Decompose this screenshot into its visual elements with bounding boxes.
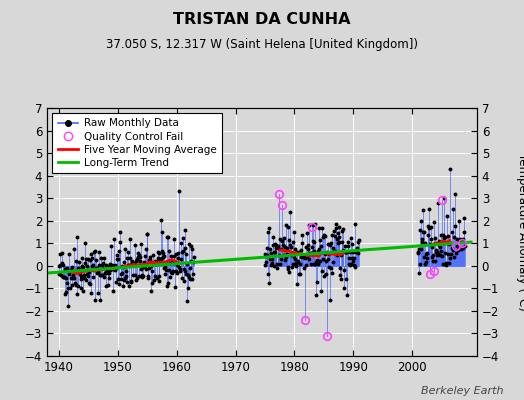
Text: TRISTAN DA CUNHA: TRISTAN DA CUNHA bbox=[173, 12, 351, 27]
Legend: Raw Monthly Data, Quality Control Fail, Five Year Moving Average, Long-Term Tren: Raw Monthly Data, Quality Control Fail, … bbox=[52, 113, 222, 173]
Text: Berkeley Earth: Berkeley Earth bbox=[421, 386, 503, 396]
Text: 37.050 S, 12.317 W (Saint Helena [United Kingdom]): 37.050 S, 12.317 W (Saint Helena [United… bbox=[106, 38, 418, 51]
Y-axis label: Temperature Anomaly (°C): Temperature Anomaly (°C) bbox=[516, 153, 524, 311]
